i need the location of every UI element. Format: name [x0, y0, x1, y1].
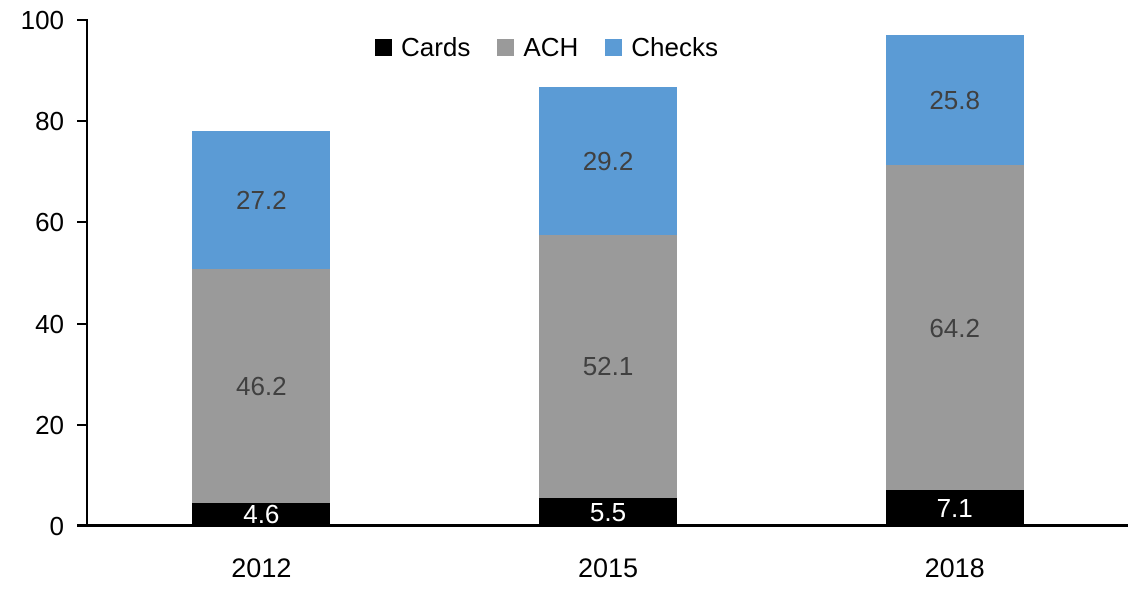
data-label: 29.2 — [582, 145, 634, 176]
y-axis-tick-label: 80 — [35, 106, 64, 137]
y-axis-tick-label: 20 — [35, 409, 64, 440]
legend: Cards ACH Checks — [375, 32, 718, 63]
y-axis-tick-label: 100 — [20, 5, 64, 35]
data-label: 46.2 — [236, 370, 287, 401]
bar-segment-ach[interactable]: 46.2 — [192, 268, 331, 503]
bar-segment-ach[interactable]: 64.2 — [885, 165, 1024, 491]
bar-segment-ach[interactable]: 52.1 — [539, 234, 677, 499]
data-label: 4.6 — [243, 499, 280, 530]
bar-segment-checks[interactable]: 25.8 — [885, 34, 1024, 166]
y-axis-tick-label: 40 — [35, 308, 64, 339]
y-axis-tick — [77, 221, 88, 224]
bar-segment-cards[interactable]: 5.5 — [539, 498, 677, 526]
legend-item-ach[interactable]: ACH — [497, 32, 578, 63]
x-axis-label: 2015 — [577, 553, 639, 583]
legend-label-cards: Cards — [401, 32, 471, 62]
x-axis-label: 2018 — [924, 553, 985, 583]
y-axis-tick — [77, 322, 88, 325]
legend-label-ach: ACH — [523, 32, 579, 62]
y-axis-tick — [77, 19, 88, 21]
cards-swatch-icon — [375, 39, 392, 56]
bar-segment-checks[interactable]: 29.2 — [539, 86, 677, 235]
legend-item-cards[interactable]: Cards — [375, 32, 470, 63]
ach-swatch-icon — [497, 39, 515, 56]
y-axis-tick — [77, 423, 88, 426]
data-label: 5.5 — [589, 497, 627, 528]
data-label: 7.1 — [936, 493, 973, 524]
legend-label-checks: Checks — [631, 32, 718, 62]
x-axis-label: 2012 — [231, 553, 292, 583]
y-axis-tick-label: 0 — [49, 511, 64, 541]
y-axis-tick-label: 60 — [35, 207, 64, 238]
bar-segment-cards[interactable]: 7.1 — [885, 490, 1024, 526]
y-axis-line — [86, 20, 88, 526]
y-axis-tick — [77, 120, 88, 123]
bar-segment-checks[interactable]: 27.2 — [192, 131, 331, 269]
checks-swatch-icon — [605, 39, 623, 56]
bar-segment-cards[interactable]: 4.6 — [192, 499, 331, 530]
legend-item-checks[interactable]: Checks — [605, 32, 718, 63]
data-label: 52.1 — [582, 351, 634, 382]
y-axis-tick — [77, 525, 88, 527]
data-label: 25.8 — [929, 84, 980, 115]
data-label: 64.2 — [929, 312, 980, 343]
data-label: 27.2 — [236, 185, 287, 216]
